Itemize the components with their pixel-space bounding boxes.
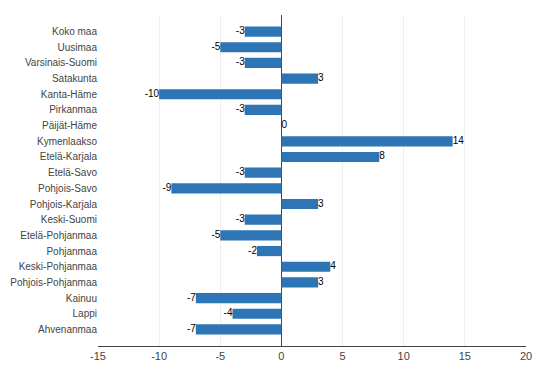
svg-text:5: 5: [340, 350, 346, 362]
svg-text:-9: -9: [162, 182, 171, 193]
svg-text:Etelä-Savo: Etelä-Savo: [48, 167, 97, 178]
svg-text:-3: -3: [236, 25, 245, 36]
svg-text:Ahvenanmaa: Ahvenanmaa: [38, 324, 97, 335]
svg-text:Pohjois-Pohjanmaa: Pohjois-Pohjanmaa: [10, 277, 97, 288]
svg-text:Keski-Suomi: Keski-Suomi: [41, 214, 97, 225]
svg-text:0: 0: [281, 119, 287, 130]
svg-text:-7: -7: [187, 323, 196, 334]
svg-text:20: 20: [520, 350, 532, 362]
svg-text:3: 3: [318, 276, 324, 287]
svg-text:-5: -5: [211, 229, 220, 240]
svg-text:0: 0: [278, 350, 284, 362]
svg-text:8: 8: [379, 150, 385, 161]
svg-text:-3: -3: [236, 56, 245, 67]
svg-text:-7: -7: [187, 292, 196, 303]
svg-text:Pohjanmaa: Pohjanmaa: [46, 246, 97, 257]
svg-text:Satakunta: Satakunta: [52, 73, 97, 84]
svg-text:Päijät-Häme: Päijät-Häme: [42, 120, 97, 131]
svg-text:3: 3: [318, 72, 324, 83]
svg-text:Varsinais-Suomi: Varsinais-Suomi: [25, 57, 97, 68]
svg-text:Etelä-Pohjanmaa: Etelä-Pohjanmaa: [20, 230, 97, 241]
svg-text:14: 14: [453, 135, 465, 146]
svg-text:-2: -2: [248, 245, 257, 256]
svg-text:Pohjois-Savo: Pohjois-Savo: [38, 183, 97, 194]
svg-text:-15: -15: [90, 350, 106, 362]
svg-text:Kainuu: Kainuu: [66, 293, 97, 304]
svg-text:Koko maa: Koko maa: [52, 26, 97, 37]
svg-text:Keski-Pohjanmaa: Keski-Pohjanmaa: [19, 261, 98, 272]
svg-text:-3: -3: [236, 213, 245, 224]
svg-text:-10: -10: [151, 350, 167, 362]
svg-text:Kanta-Häme: Kanta-Häme: [41, 89, 98, 100]
svg-text:-5: -5: [215, 350, 225, 362]
svg-text:3: 3: [318, 198, 324, 209]
svg-text:15: 15: [459, 350, 471, 362]
svg-text:10: 10: [398, 350, 410, 362]
svg-text:Pohjois-Karjala: Pohjois-Karjala: [30, 199, 98, 210]
svg-text:-5: -5: [211, 41, 220, 52]
svg-text:-3: -3: [236, 166, 245, 177]
svg-text:Uusimaa: Uusimaa: [58, 42, 98, 53]
svg-text:Lappi: Lappi: [73, 308, 97, 319]
svg-text:4: 4: [330, 260, 336, 271]
svg-text:Kymenlaakso: Kymenlaakso: [37, 136, 97, 147]
svg-text:-3: -3: [236, 103, 245, 114]
svg-text:-4: -4: [224, 307, 233, 318]
svg-text:Etelä-Karjala: Etelä-Karjala: [40, 151, 98, 162]
svg-text:Pirkanmaa: Pirkanmaa: [49, 104, 97, 115]
svg-text:-10: -10: [145, 88, 160, 99]
